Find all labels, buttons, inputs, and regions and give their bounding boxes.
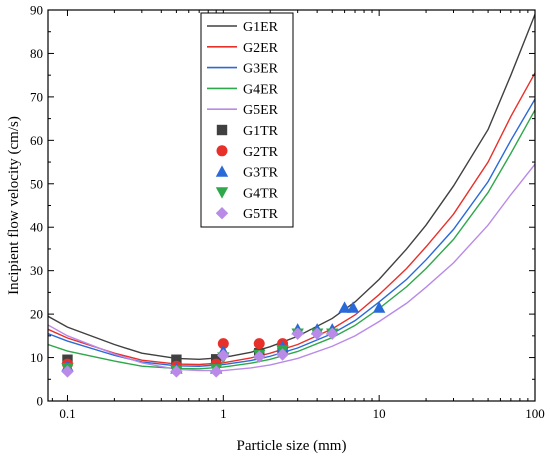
y-tick-label: 50 [30, 176, 43, 191]
point-g2tr-3 [217, 338, 229, 350]
x-tick-label: 10 [373, 406, 386, 421]
point-g5tr-4 [253, 350, 266, 363]
series-g5tr [61, 327, 339, 378]
point-g3tr-10 [372, 301, 386, 313]
y-tick-label: 70 [30, 89, 43, 104]
legend-label: G3ER [243, 62, 279, 77]
y-tick-label: 20 [30, 307, 43, 322]
x-tick-label: 1 [220, 406, 227, 421]
legend-label: G1TR [243, 124, 279, 139]
legend-label: G3TR [243, 166, 279, 181]
point-g5tr-5 [276, 348, 289, 361]
legend-swatch [215, 187, 229, 199]
line-g4er [48, 109, 535, 370]
legend-swatch [216, 124, 228, 136]
legend-item-g5tr: G5TR [215, 207, 279, 222]
x-tick-label: 100 [525, 406, 545, 421]
legend-item-g2tr: G2TR [216, 145, 279, 160]
point-g5tr-3 [217, 349, 230, 362]
legend-label: G5ER [243, 103, 279, 118]
legend-label: G4TR [243, 186, 279, 201]
legend-swatch [215, 207, 229, 220]
line-g2er [48, 72, 535, 366]
legend-label: G2TR [243, 145, 279, 160]
y-tick-label: 10 [30, 350, 43, 365]
legend: G1ER G2ER G3ER G4ER G5ER G1TR G2TR G3TR G4TR G5TR [200, 12, 294, 228]
y-tick-label: 0 [37, 394, 44, 409]
legend-swatch [215, 165, 229, 177]
legend-item-g4tr: G4TR [215, 186, 279, 201]
point-g5tr-7 [310, 327, 324, 340]
series-g3er [48, 98, 535, 367]
legend-item-g3er: G3ER [207, 62, 279, 77]
y-tick-label: 40 [30, 220, 43, 235]
y-axis-title: Incipient flow velocity (cm/s) [6, 116, 22, 295]
line-g3er [48, 98, 535, 367]
point-g1tr-1 [171, 354, 182, 365]
legend-item-g1er: G1ER [207, 20, 279, 35]
legend-label: G5TR [243, 207, 279, 222]
legend-label: G4ER [243, 82, 279, 97]
point-g5tr-6 [291, 327, 304, 340]
point-g5tr-8 [326, 327, 339, 340]
y-tick-label: 30 [30, 263, 43, 278]
legend-item-g4er: G4ER [207, 82, 279, 97]
line-g5er [48, 163, 535, 372]
series-layer [48, 14, 535, 378]
point-g3tr-9 [346, 301, 360, 313]
y-tick-label: 90 [30, 3, 43, 18]
legend-box [200, 12, 294, 228]
axes-layer: 0 10 20 30 40 50 60 70 80 90 0.1 1 10 100 [30, 3, 545, 422]
point-g5tr-0 [61, 365, 74, 378]
series-g2er [48, 72, 535, 366]
legend-item-g3tr: G3TR [215, 165, 279, 181]
legend-label: G2ER [243, 41, 279, 56]
legend-item-g5er: G5ER [207, 103, 279, 118]
y-tick-label: 80 [30, 46, 43, 61]
x-axis-title: Particle size (mm) [237, 438, 347, 454]
point-g5tr-1 [170, 365, 183, 378]
point-g5tr-2 [209, 365, 223, 378]
legend-label: G1ER [243, 20, 279, 35]
point-g3tr-8 [338, 301, 351, 313]
legend-swatch [216, 145, 228, 157]
series-g5er [48, 163, 535, 372]
legend-item-g1tr: G1TR [216, 124, 279, 139]
x-tick-label: 0.1 [59, 406, 75, 421]
legend-item-g2er: G2ER [207, 41, 279, 56]
series-g4er [48, 109, 535, 370]
point-g2tr-4 [253, 338, 265, 350]
y-tick-label: 60 [30, 133, 43, 148]
